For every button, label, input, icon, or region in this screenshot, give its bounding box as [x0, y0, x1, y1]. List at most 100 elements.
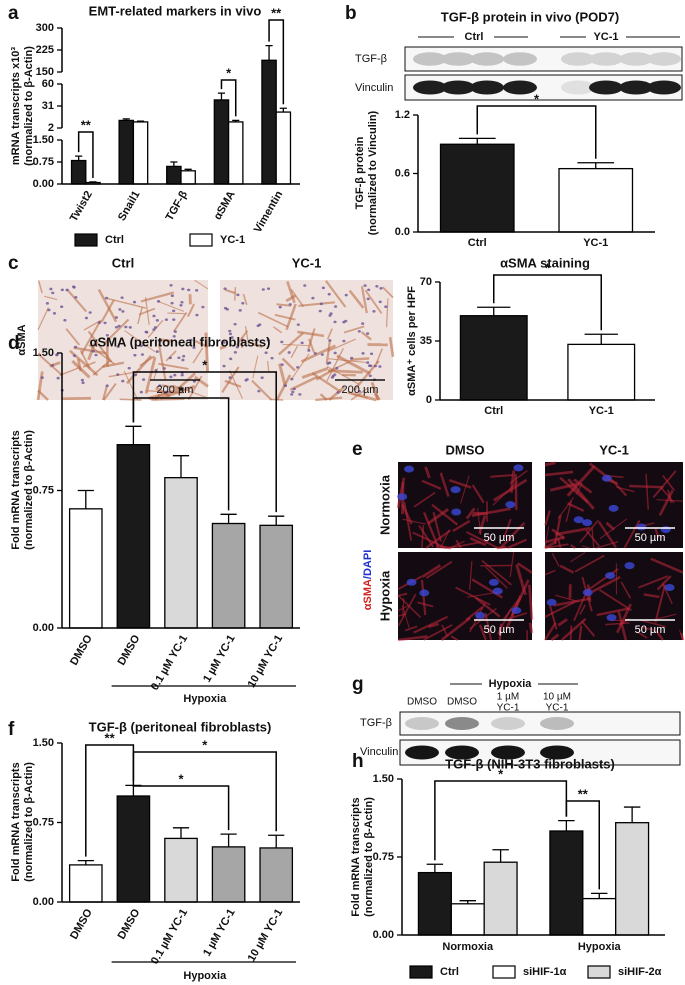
panel-letter: b [345, 3, 357, 24]
y-axis-label: αSMA⁺ cells per HPF [406, 286, 418, 396]
significance-label: * [202, 357, 208, 372]
image-texture [189, 338, 193, 342]
micrograph [544, 551, 685, 642]
x-tick-label: Ctrl [468, 237, 487, 249]
image-texture [566, 465, 596, 497]
image-texture [567, 478, 595, 510]
image-texture [366, 297, 370, 301]
image-texture [413, 615, 449, 634]
image-texture [272, 326, 283, 334]
image-texture [97, 321, 101, 324]
image-texture [181, 287, 185, 291]
error-bar [232, 119, 240, 122]
image-texture [290, 393, 294, 396]
image-texture [298, 301, 336, 307]
x-tick-label: 1 µM YC-1 [201, 907, 238, 959]
image-texture [645, 473, 649, 510]
image-texture [97, 288, 118, 323]
significance-bracket [434, 780, 568, 861]
error-bar [172, 827, 190, 839]
image-texture [382, 286, 394, 299]
error-bar [77, 489, 94, 509]
image-texture [167, 312, 185, 315]
image-texture [421, 479, 442, 490]
image-texture [307, 349, 311, 352]
image-texture [587, 568, 619, 592]
image-texture [251, 379, 273, 401]
image-texture [469, 537, 487, 547]
image-texture [608, 504, 619, 512]
image-texture [481, 559, 512, 586]
image-texture [51, 364, 55, 367]
image-texture [328, 314, 332, 317]
image-texture [596, 607, 629, 617]
error-bar [172, 455, 190, 478]
image-texture [180, 300, 184, 304]
image-texture [74, 345, 78, 349]
image-texture [440, 616, 471, 642]
image-texture [47, 308, 51, 312]
image-texture [544, 526, 550, 549]
error-bar [492, 849, 509, 863]
image-texture [219, 344, 227, 350]
error-bar [591, 892, 608, 899]
image-texture [319, 302, 323, 306]
bar [68, 864, 103, 903]
y-axis-label: Fold mRNA transcripts [350, 797, 362, 916]
image-texture [222, 364, 226, 368]
legend-swatch [492, 965, 516, 979]
y-tick-label: 0.00 [33, 896, 54, 908]
image-texture [605, 521, 616, 531]
image-texture [124, 325, 128, 329]
bar [582, 897, 617, 936]
image-texture [44, 295, 58, 301]
image-texture [549, 605, 558, 630]
image-texture [412, 531, 447, 549]
image-texture [517, 562, 533, 574]
y-tick-label: 1.50 [33, 737, 54, 749]
image-texture [195, 313, 199, 317]
y-tick-label: 35 [420, 335, 432, 347]
image-texture [370, 381, 380, 401]
image-texture [187, 303, 196, 318]
image-texture [350, 387, 369, 401]
image-texture [325, 280, 347, 308]
significance-label: * [178, 383, 184, 398]
image-texture [432, 511, 442, 542]
image-texture [328, 385, 346, 402]
x-tick-label: 10 µM YC-1 [246, 907, 286, 964]
image-texture [266, 339, 270, 342]
image-texture [142, 378, 146, 381]
image-texture [680, 632, 685, 641]
image-texture [499, 521, 526, 549]
image-texture [261, 288, 265, 291]
panel-letter: d [8, 333, 20, 354]
image-texture [502, 598, 520, 620]
image-texture [123, 370, 139, 401]
image-texture [228, 376, 232, 379]
image-texture [336, 354, 372, 376]
image-texture [557, 618, 568, 627]
x-tick-label: YC-1 [583, 237, 608, 249]
image-texture [274, 313, 296, 321]
image-texture [333, 351, 337, 355]
chart-title: αSMA staining [500, 255, 590, 270]
micrograph [397, 552, 534, 642]
image-texture [103, 321, 107, 325]
row-label: αSMA [16, 324, 28, 355]
x-tick-label: Hypoxia [578, 941, 622, 953]
image-texture [513, 464, 524, 472]
chart-title: TGF-β (peritoneal fibroblasts) [89, 719, 272, 734]
image-texture [664, 584, 675, 592]
image-texture [37, 307, 49, 331]
lane-label: DMSO [447, 697, 477, 708]
scale-bar-label: 50 µm [484, 532, 515, 544]
bar [116, 444, 151, 629]
image-texture [100, 299, 115, 323]
image-texture [101, 386, 108, 401]
panel-title: TGF-β protein in vivo (POD7) [441, 9, 619, 24]
image-texture [251, 342, 263, 349]
image-texture [378, 365, 382, 368]
image-texture [544, 601, 576, 618]
image-texture [72, 354, 77, 357]
